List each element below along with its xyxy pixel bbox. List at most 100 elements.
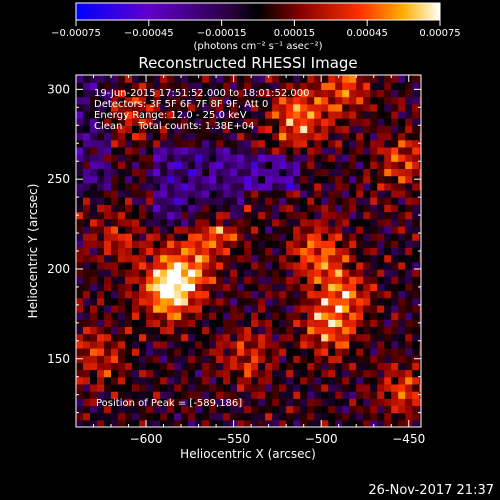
heatmap-cell [377, 405, 385, 414]
heatmap-cell [293, 283, 301, 292]
heatmap-cell [188, 319, 196, 327]
heatmap-cell [118, 211, 126, 220]
heatmap-cell [104, 161, 112, 169]
heatmap-cell [97, 247, 105, 256]
heatmap-cell [363, 82, 371, 90]
heatmap-cell [300, 211, 308, 220]
heatmap-cell [272, 398, 280, 407]
heatmap-cell [223, 197, 231, 205]
heatmap-cell [384, 254, 392, 263]
heatmap-cell [293, 132, 301, 141]
heatmap-cell [139, 197, 147, 205]
heatmap-cell [111, 110, 119, 119]
heatmap-cell [90, 269, 98, 277]
heatmap-cell [328, 182, 336, 191]
heatmap-cell [279, 362, 287, 371]
heatmap-cell [97, 412, 105, 421]
heatmap-cell [419, 369, 421, 378]
heatmap-cell [293, 146, 301, 155]
heatmap-cell [160, 290, 168, 299]
heatmap-cell [398, 348, 406, 356]
heatmap-cell [349, 132, 357, 141]
heatmap-cell [286, 283, 294, 292]
heatmap-cell [146, 154, 154, 162]
heatmap-cell [398, 96, 406, 105]
heatmap-cell [363, 376, 371, 385]
heatmap-cell [125, 247, 133, 256]
heatmap-cell [335, 398, 343, 407]
heatmap-cell [335, 189, 343, 198]
heatmap-cell [76, 254, 84, 263]
heatmap-cell [286, 118, 294, 126]
heatmap-cell [377, 189, 385, 198]
heatmap-cell [300, 319, 308, 327]
heatmap-cell [118, 261, 126, 270]
heatmap-cell [279, 89, 287, 98]
heatmap-cell [230, 348, 238, 356]
heatmap-cell [307, 197, 315, 205]
heatmap-cell [97, 233, 105, 241]
heatmap-cell [377, 369, 385, 378]
heatmap-cell [391, 204, 399, 213]
heatmap-cell [139, 312, 147, 320]
heatmap-cell [258, 132, 266, 141]
heatmap-cell [118, 110, 126, 119]
heatmap-cell [419, 276, 421, 284]
heatmap-cell [83, 82, 91, 90]
heatmap-cell [265, 118, 273, 126]
heatmap-cell [342, 240, 350, 248]
annotation-method: Clean Total counts: 1.38E+04 [94, 121, 255, 132]
heatmap-cell [335, 125, 343, 134]
heatmap-cell [132, 355, 140, 363]
heatmap-cell [209, 319, 217, 327]
heatmap-cell [286, 369, 294, 378]
heatmap-cell [258, 204, 266, 213]
heatmap-cell [265, 333, 273, 342]
heatmap-cell [391, 75, 399, 83]
heatmap-cell [104, 283, 112, 292]
heatmap-cell [258, 419, 266, 427]
heatmap-cell [216, 398, 224, 407]
heatmap-cell [377, 376, 385, 385]
heatmap-cell [391, 304, 399, 313]
heatmap-cell [195, 168, 203, 177]
heatmap-cell [237, 348, 245, 356]
heatmap-cell [321, 146, 329, 155]
heatmap-cell [132, 304, 140, 313]
heatmap-cell [300, 182, 308, 191]
heatmap-cell [174, 218, 182, 227]
heatmap-cell [230, 139, 238, 148]
heatmap-cell [398, 132, 406, 141]
heatmap-cell [209, 75, 217, 83]
heatmap-cell [181, 261, 189, 270]
heatmap-cell [314, 383, 322, 392]
heatmap-cell [286, 304, 294, 313]
heatmap-cell [279, 118, 287, 126]
heatmap-cell [384, 326, 392, 335]
heatmap-cell [384, 391, 392, 399]
heatmap-cell [153, 240, 161, 248]
heatmap-cell [195, 283, 203, 292]
heatmap-cell [195, 348, 203, 356]
heatmap-cell [307, 182, 315, 191]
heatmap-cell [223, 326, 231, 335]
heatmap-cell [125, 254, 133, 263]
heatmap-cell [139, 254, 147, 263]
colorbar-units: (photons cm⁻² s⁻¹ asec⁻²) [193, 41, 322, 52]
heatmap-cell [363, 182, 371, 191]
heatmap-cell [293, 383, 301, 392]
heatmap-cell [118, 297, 126, 306]
heatmap-cell [398, 276, 406, 284]
heatmap-cell [251, 398, 259, 407]
heatmap-cell [181, 391, 189, 399]
heatmap-cell [160, 326, 168, 335]
heatmap-cell [258, 161, 266, 169]
heatmap-cell [181, 146, 189, 155]
heatmap-cell [391, 146, 399, 155]
heatmap-cell [160, 376, 168, 385]
heatmap-cell [153, 412, 161, 421]
heatmap-cell [314, 391, 322, 399]
heatmap-cell [118, 290, 126, 299]
heatmap-cell [139, 233, 147, 241]
heatmap-cell [258, 240, 266, 248]
